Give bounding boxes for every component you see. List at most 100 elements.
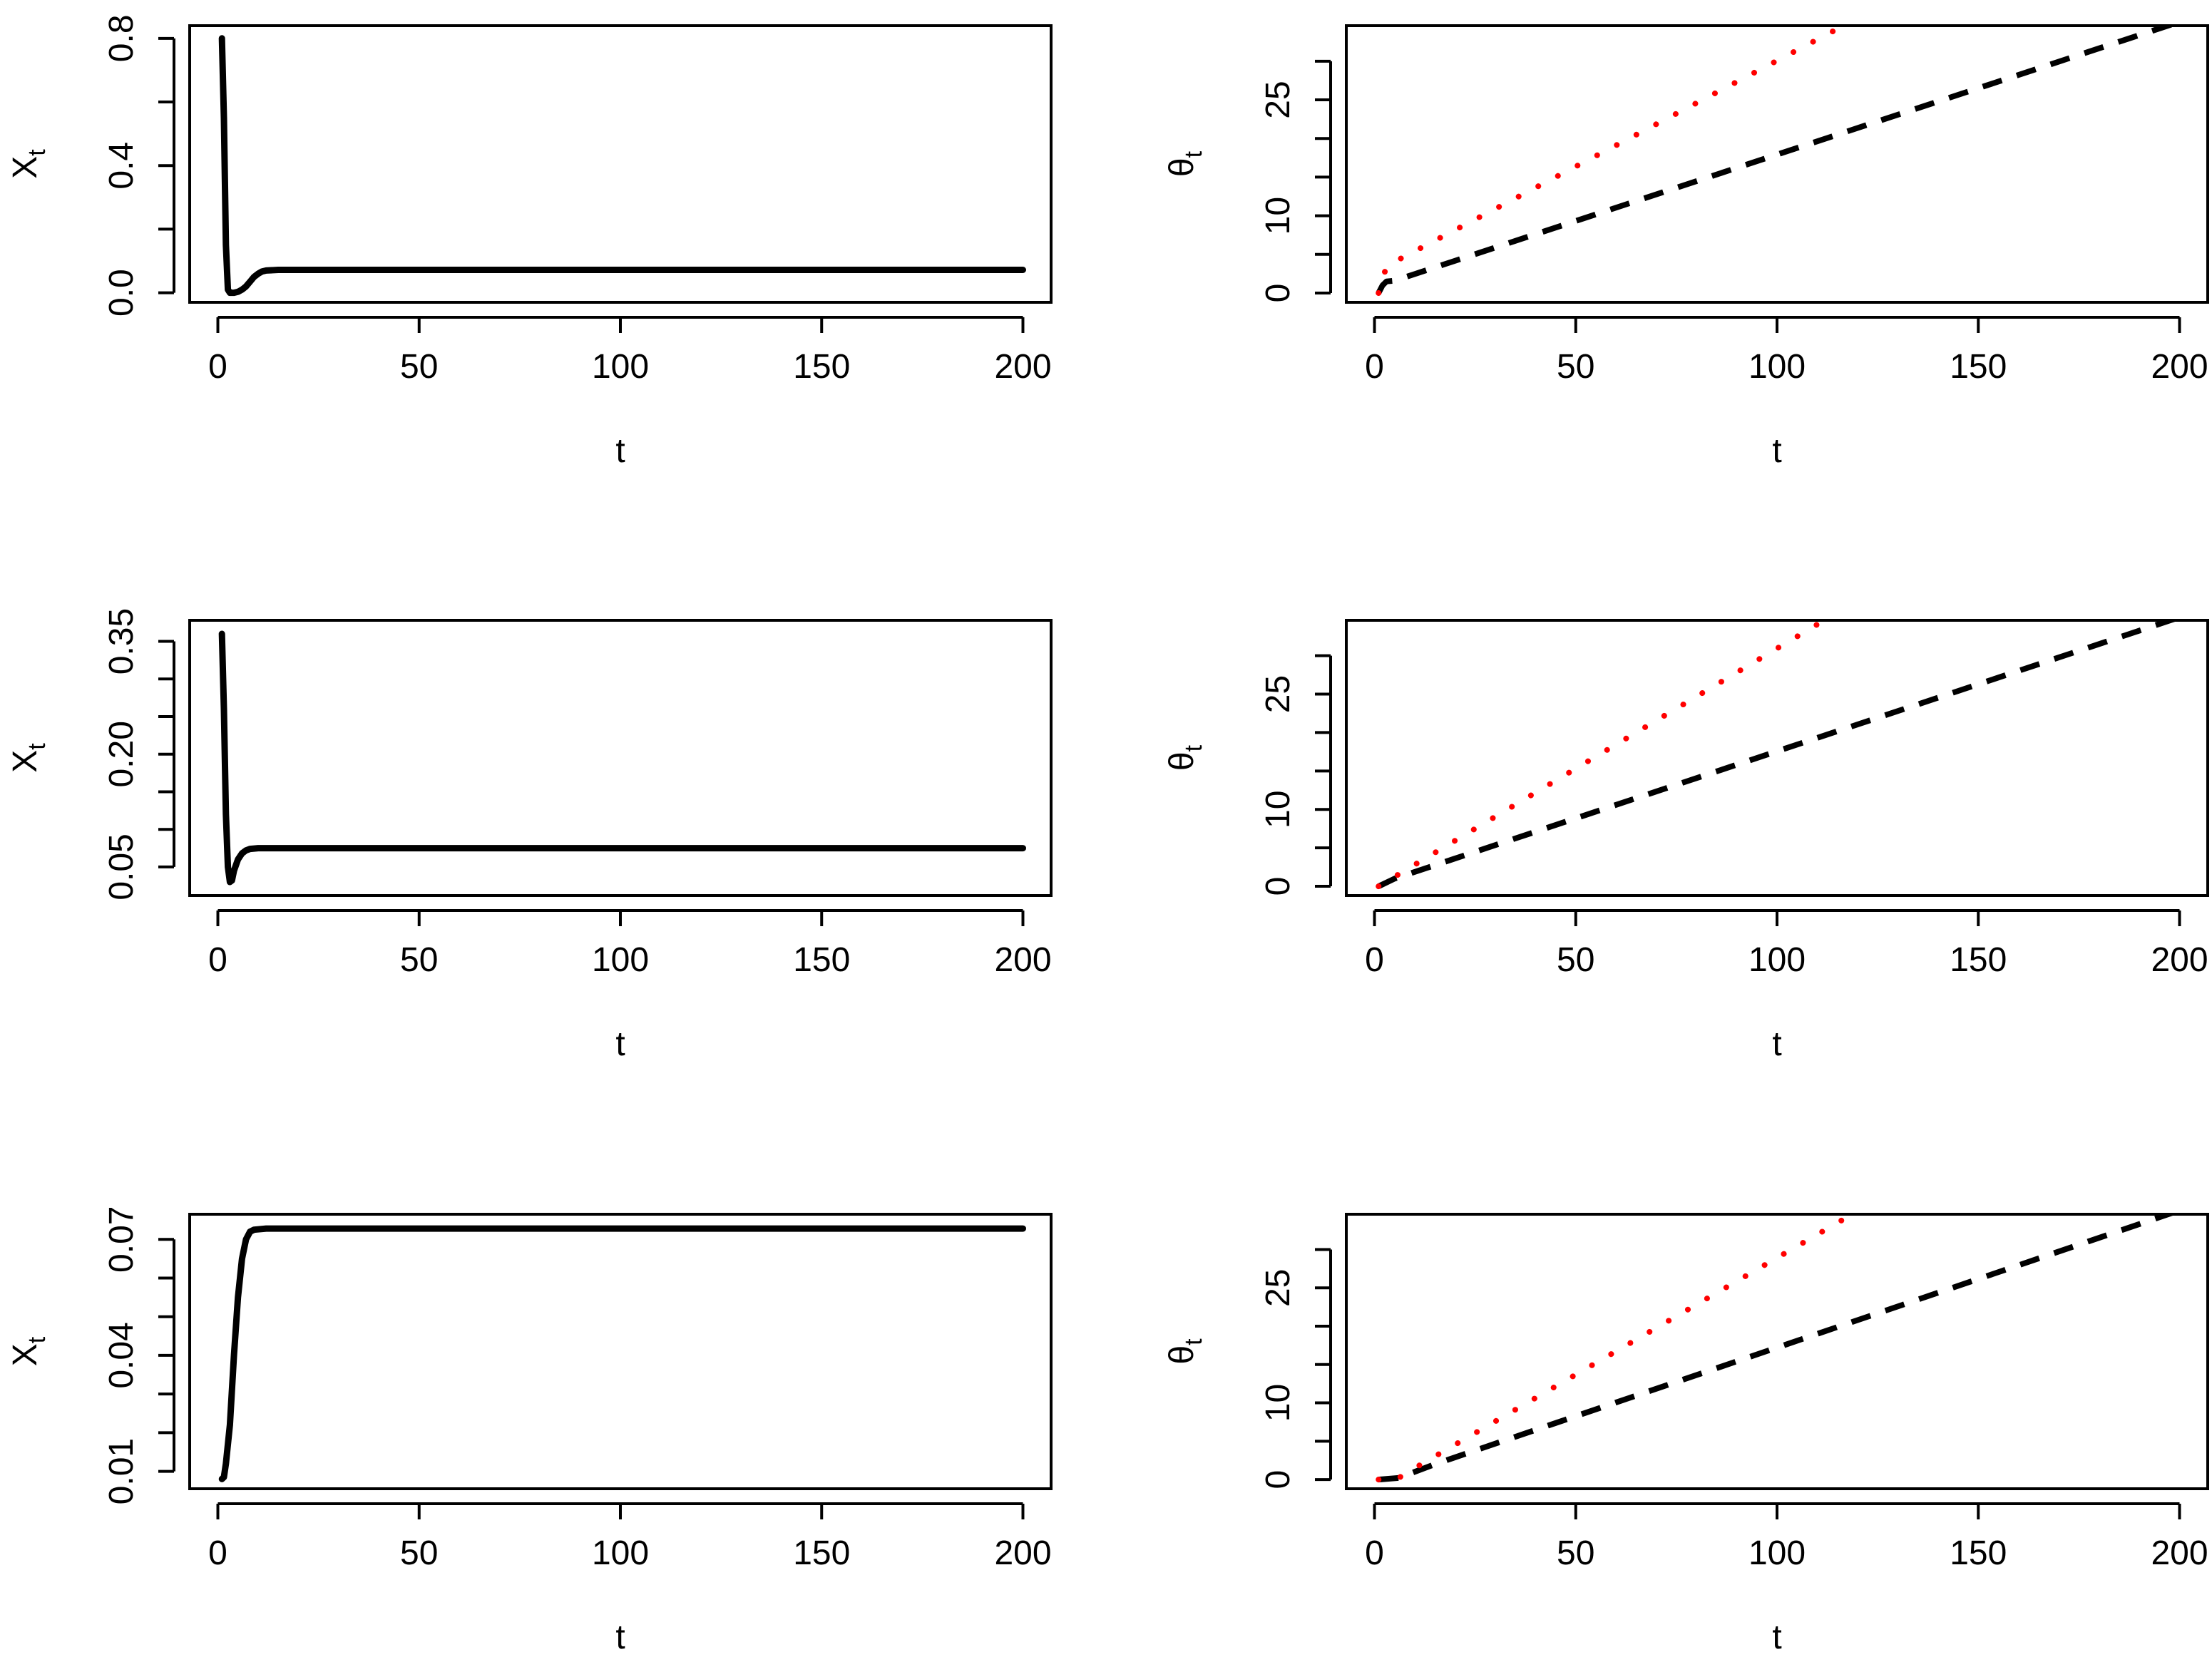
y-axis-label-main: X xyxy=(6,1343,44,1366)
x-tick-label: 200 xyxy=(994,941,1051,979)
y-axis: 0.01 0.04 0.07 xyxy=(103,1206,175,1504)
x-axis-label: t xyxy=(1772,1025,1781,1063)
y-tick-label: 0.07 xyxy=(103,1206,140,1273)
y-tick-label: 25 xyxy=(1259,675,1297,713)
chart-panel-x-middle: 0 50 100 150 200 t 0.05 0.20 0.35 Xt xyxy=(6,608,1053,1063)
y-tick-label: 0 xyxy=(1259,1470,1297,1489)
x-tick-label: 50 xyxy=(400,1534,438,1572)
y-axis: 0.05 0.20 0.35 xyxy=(103,608,175,901)
y-axis-label-subscript: t xyxy=(1180,744,1207,752)
y-axis-label: θt xyxy=(1163,744,1207,771)
x-tick-label: 0 xyxy=(208,348,227,386)
x-tick-label: 100 xyxy=(592,1534,649,1572)
y-axis: 0 10 25 xyxy=(1259,654,1332,896)
y-tick-label: 0.4 xyxy=(103,142,140,190)
y-axis: 0 10 25 xyxy=(1259,1248,1332,1489)
x-axis: 0 50 100 150 200 xyxy=(208,1502,1052,1572)
x-axis: 0 50 100 150 200 xyxy=(1365,1502,2208,1572)
x-tick-label: 100 xyxy=(592,348,649,386)
x-tick-label: 150 xyxy=(1950,1534,2007,1572)
x-axis: 0 50 100 150 200 xyxy=(208,316,1052,386)
series-group xyxy=(1376,26,2177,296)
plot-frame xyxy=(1345,24,2209,304)
x-tick-label: 200 xyxy=(2151,1534,2208,1572)
x-tick-label: 50 xyxy=(1557,941,1594,979)
y-axis-label-subscript: t xyxy=(24,743,51,750)
y-tick-label: 0.20 xyxy=(103,721,140,787)
x-tick-label: 0 xyxy=(208,1534,227,1572)
y-axis-label: θt xyxy=(1163,150,1207,177)
y-tick-label: 10 xyxy=(1259,791,1297,829)
x-tick-label: 150 xyxy=(1950,941,2007,979)
y-tick-label: 0 xyxy=(1259,284,1297,303)
x-tick-label: 0 xyxy=(1365,941,1384,979)
x-axis: 0 50 100 150 200 xyxy=(208,909,1052,979)
x-axis-label: t xyxy=(615,432,625,470)
plot-frame xyxy=(1345,619,2209,897)
x-tick-label: 200 xyxy=(2151,348,2208,386)
y-tick-label: 0.04 xyxy=(103,1322,140,1388)
y-tick-label: 0.0 xyxy=(103,269,140,317)
x-tick-label: 0 xyxy=(1365,348,1384,386)
x-tick-label: 150 xyxy=(793,348,850,386)
plot-frame xyxy=(188,619,1053,897)
series-group xyxy=(1376,1214,2178,1483)
x-tick-label: 50 xyxy=(1557,348,1594,386)
x-axis: 0 50 100 150 200 xyxy=(1365,909,2208,979)
y-axis-label-main: θ xyxy=(1163,752,1201,771)
y-axis-label-main: X xyxy=(6,750,44,773)
y-axis-label-main: X xyxy=(6,156,44,179)
series-line-1-solid xyxy=(218,1225,1026,1482)
y-tick-label: 0.8 xyxy=(103,14,140,62)
series-line-1-dashed xyxy=(1377,620,2180,889)
y-tick-label: 25 xyxy=(1259,1269,1297,1307)
x-tick-label: 100 xyxy=(1748,941,1806,979)
x-axis-label: t xyxy=(615,1619,625,1656)
y-axis-label-subscript: t xyxy=(1180,1338,1207,1345)
x-tick-label: 150 xyxy=(793,941,850,979)
y-axis-label-subscript: t xyxy=(24,1336,51,1343)
x-axis-label: t xyxy=(615,1025,625,1063)
y-axis: 0.0 0.4 0.8 xyxy=(103,14,175,317)
series-line-1-solid xyxy=(218,35,1026,297)
series-group xyxy=(218,630,1026,886)
x-tick-label: 200 xyxy=(2151,941,2208,979)
y-axis-label: Xt xyxy=(6,1336,51,1366)
y-tick-label: 0.05 xyxy=(103,833,140,900)
chart-panel-x-top: 0 50 100 150 200 t 0.0 0.4 0.8 Xt xyxy=(6,14,1053,470)
series-line-2-dotted xyxy=(1376,620,1830,890)
series-group xyxy=(1376,620,2180,890)
series-line-1-dashed xyxy=(1376,26,2177,294)
x-axis: 0 50 100 150 200 xyxy=(1365,316,2208,386)
x-axis-label: t xyxy=(1772,432,1781,470)
plot-frame xyxy=(188,1213,1053,1490)
series-line-1-solid xyxy=(218,630,1026,886)
x-axis-label: t xyxy=(1772,1619,1781,1656)
x-tick-label: 100 xyxy=(1748,348,1806,386)
y-axis-label: Xt xyxy=(6,743,51,773)
x-tick-label: 50 xyxy=(400,348,438,386)
y-axis-label-subscript: t xyxy=(1180,150,1207,158)
x-tick-label: 150 xyxy=(1950,348,2007,386)
y-tick-label: 10 xyxy=(1259,197,1297,235)
y-axis-label-main: θ xyxy=(1163,158,1201,177)
plot-frame xyxy=(188,24,1053,304)
x-tick-label: 50 xyxy=(400,941,438,979)
y-tick-label: 0.35 xyxy=(103,608,140,674)
y-tick-label: 0 xyxy=(1259,877,1297,896)
series-line-2-dotted xyxy=(1376,26,1850,296)
x-tick-label: 100 xyxy=(1748,1534,1806,1572)
x-tick-label: 200 xyxy=(994,1534,1051,1572)
series-line-1-dashed xyxy=(1378,1214,2178,1483)
x-tick-label: 0 xyxy=(208,941,227,979)
chart-panel-x-bottom: 0 50 100 150 200 t 0.01 0.04 0.07 Xt xyxy=(6,1206,1053,1656)
series-group xyxy=(218,1225,1026,1482)
x-tick-label: 150 xyxy=(793,1534,850,1572)
y-axis-label: Xt xyxy=(6,149,51,179)
y-tick-label: 25 xyxy=(1259,81,1297,118)
y-axis-label-main: θ xyxy=(1163,1345,1201,1365)
y-axis-label-subscript: t xyxy=(24,149,51,156)
